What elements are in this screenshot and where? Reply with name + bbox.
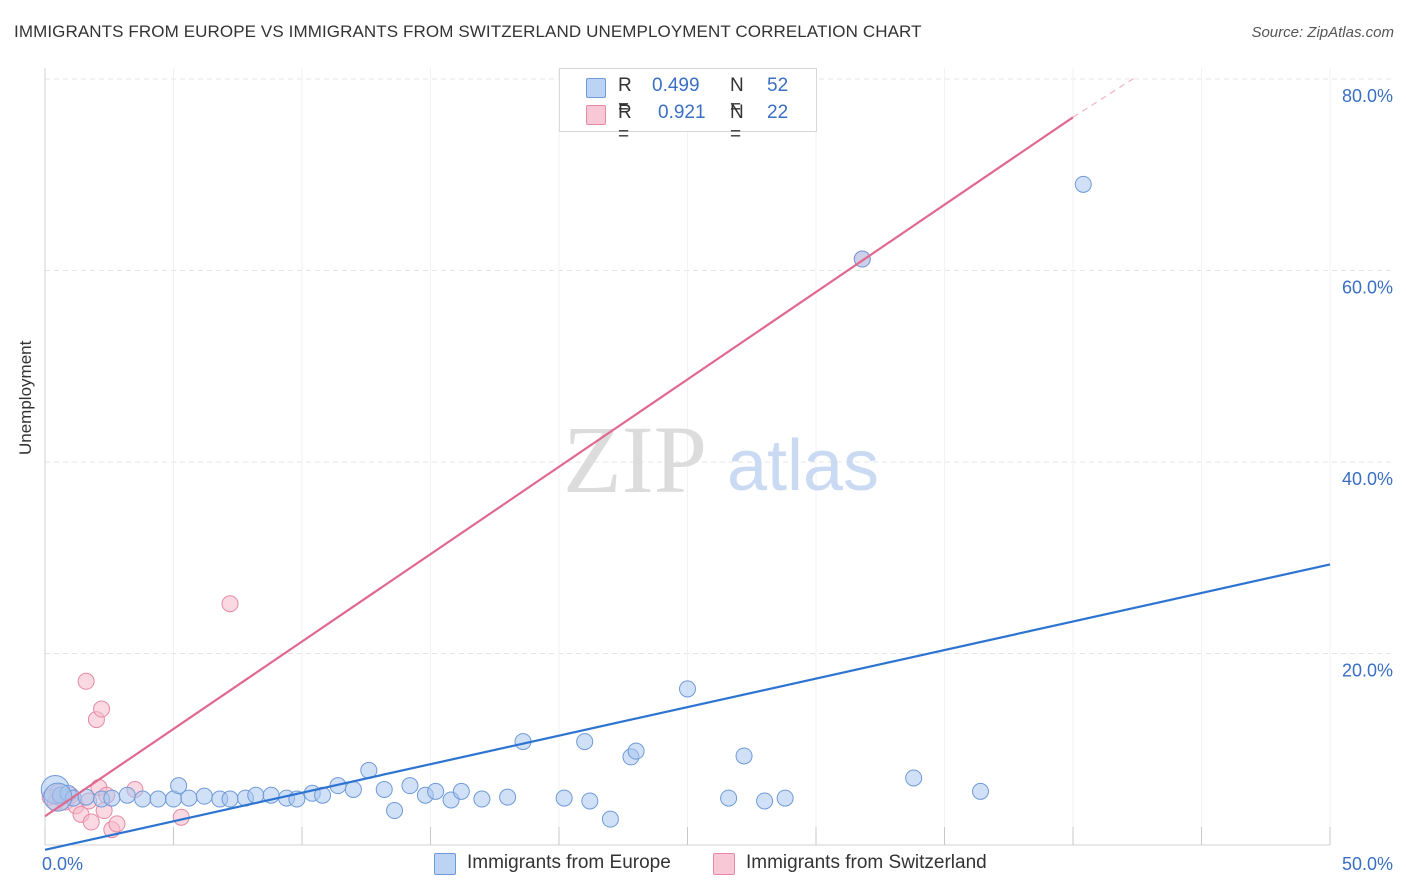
europe-point: [576, 733, 594, 751]
europe-point: [905, 769, 923, 787]
legend-europe-r-value: 0.499: [652, 75, 700, 96]
legend-europe-r-label: R =: [618, 75, 632, 118]
europe-point: [971, 782, 989, 800]
europe-point: [581, 792, 599, 810]
europe-point: [103, 789, 121, 807]
bottom-europe-swatch: [434, 853, 456, 875]
swiss-point: [77, 672, 95, 690]
europe-point: [720, 789, 738, 807]
europe-trend-line: [44, 563, 1331, 851]
europe-point: [427, 782, 445, 800]
tick-labels-layer: 20.0% 40.0% 60.0% 80.0% 0.0% 50.0%: [42, 86, 1393, 874]
europe-point: [756, 792, 774, 810]
europe-point: [180, 789, 198, 807]
europe-point: [134, 790, 152, 808]
europe-point: [344, 780, 362, 798]
europe-point: [776, 789, 794, 807]
europe-point: [452, 782, 470, 800]
y-tick-label-60: 60.0%: [1342, 278, 1393, 298]
axis-layer: [44, 68, 1331, 846]
europe-point: [499, 788, 517, 806]
correlation-legend: R = 0.499 N = 52 R = 0.921 N = 22: [559, 68, 817, 145]
x-tick-label-50: 50.0%: [1342, 854, 1393, 874]
swiss-point: [221, 595, 239, 613]
swiss-point: [93, 700, 111, 718]
europe-point: [149, 790, 167, 808]
europe-point: [473, 790, 491, 808]
watermark: ZIP atlas: [563, 406, 879, 513]
europe-point: [195, 787, 213, 805]
europe-point: [1074, 175, 1092, 193]
europe-point: [375, 780, 393, 798]
y-axis-label: Unemployment: [16, 340, 35, 455]
europe-point: [555, 789, 573, 807]
europe-swatch: [586, 78, 606, 98]
grid-layer: [45, 68, 1392, 845]
swiss-point: [108, 815, 126, 833]
europe-point: [627, 742, 645, 760]
legend-swiss-n-label: N =: [730, 102, 744, 145]
europe-point: [118, 786, 136, 804]
legend-europe-n-label: N =: [730, 75, 744, 118]
source-credit: Source: ZipAtlas.com: [1251, 24, 1394, 41]
europe-point: [601, 810, 619, 828]
watermark-zip: ZIP: [563, 406, 707, 513]
europe-point: [221, 790, 239, 808]
y-tick-label-40: 40.0%: [1342, 469, 1393, 489]
y-tick-label-80: 80.0%: [1342, 86, 1393, 106]
swiss-trend-extension: [1072, 75, 1138, 118]
europe-point: [170, 777, 188, 795]
swiss-point: [82, 813, 100, 831]
bottom-swiss-label: Immigrants from Switzerland: [746, 852, 987, 873]
legend-swiss-r-label: R =: [618, 102, 632, 145]
legend-swiss-n-value: 22: [767, 102, 789, 123]
x-tick-label-0: 0.0%: [42, 854, 83, 874]
europe-point: [401, 777, 419, 795]
europe-point: [735, 747, 753, 765]
swiss-swatch: [586, 105, 606, 125]
watermark-atlas: atlas: [727, 426, 879, 506]
europe-point: [679, 680, 696, 698]
legend-europe-n-value: 52: [767, 75, 789, 96]
bottom-swiss-swatch: [713, 853, 735, 875]
trend-layer: [44, 75, 1331, 851]
chart-title: IMMIGRANTS FROM EUROPE VS IMMIGRANTS FRO…: [14, 22, 922, 41]
bottom-europe-label: Immigrants from Europe: [467, 852, 671, 873]
swiss-trend-line: [44, 116, 1074, 818]
europe-points-layer: [40, 175, 1092, 828]
europe-point: [386, 802, 404, 820]
y-tick-label-20: 20.0%: [1342, 661, 1393, 681]
legend-swiss-r-value: 0.921: [658, 102, 706, 123]
